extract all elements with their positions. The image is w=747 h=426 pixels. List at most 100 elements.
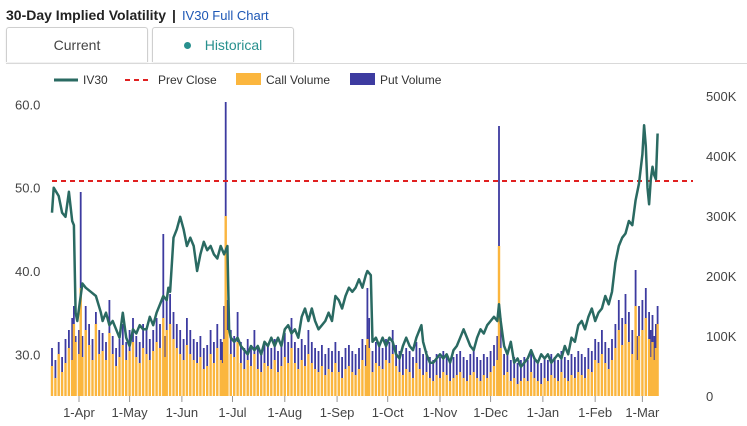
call-volume-bar-143 <box>509 381 512 396</box>
call-volume-bar-0 <box>50 366 54 396</box>
iv30-lines <box>50 123 693 369</box>
call-volume-bar-37 <box>165 330 168 396</box>
call-volume-bar-106 <box>388 363 391 396</box>
call-volume-bar-114 <box>415 363 418 396</box>
call-volume-bar-1 <box>54 378 57 396</box>
call-volume-bar-19 <box>108 333 111 396</box>
call-volume-bar-8 <box>74 342 77 396</box>
call-volume-bar-15 <box>94 324 98 396</box>
call-volume-bar-188 <box>653 360 656 396</box>
tab-current[interactable]: Current <box>6 27 148 62</box>
call-volume-bar-162 <box>573 378 577 396</box>
put-volume-bar-124 <box>449 360 451 396</box>
call-volume-bar-174 <box>614 348 617 396</box>
put-volume-bar-132 <box>476 357 478 396</box>
call-volume-bar-10 <box>79 288 82 396</box>
call-volume-bar-96 <box>357 369 361 396</box>
y-left-tick-label-0: 30.0 <box>15 347 40 362</box>
call-volume-bar-47 <box>199 357 202 396</box>
call-volume-bar-91 <box>340 378 344 396</box>
y-right-tick-label-5: 500K <box>706 89 737 104</box>
call-volume-bar-95 <box>354 375 357 396</box>
call-volume-bar-86 <box>324 375 327 396</box>
call-volume-bar-40 <box>175 348 178 396</box>
call-volume-bar-127 <box>459 372 462 396</box>
call-volume-bar-175 <box>617 330 620 396</box>
legend-call-label[interactable]: Call Volume <box>266 73 330 87</box>
volume-bars <box>50 102 659 396</box>
chart-header: 30-Day Implied Volatility | IV30 Full Ch… <box>6 6 269 24</box>
call-volume-bar-187 <box>651 342 654 396</box>
call-volume-bar-171 <box>604 363 607 396</box>
legend-prev-close-label[interactable]: Prev Close <box>158 73 217 87</box>
call-volume-bar-4 <box>64 363 67 396</box>
call-volume-bar-72 <box>276 372 280 396</box>
put-volume-bar-160 <box>567 360 570 396</box>
x-tick-label-6: 1-Oct <box>372 405 404 420</box>
call-volume-bar-139 <box>497 246 501 396</box>
call-volume-bar-43 <box>185 345 189 396</box>
call-volume-bar-145 <box>516 384 519 396</box>
call-volume-bar-122 <box>442 372 445 396</box>
full-chart-link[interactable]: IV30 Full Chart <box>181 7 269 23</box>
call-volume-bar-158 <box>560 372 563 396</box>
call-volume-bar-142 <box>506 372 509 396</box>
call-volume-bar-133 <box>479 381 482 396</box>
call-volume-bar-167 <box>590 372 593 396</box>
call-volume-bar-115 <box>418 369 421 396</box>
call-volume-bar-46 <box>195 363 199 396</box>
call-volume-bar-79 <box>300 360 303 396</box>
iv30-line <box>50 123 659 369</box>
put-volume-bar-145 <box>516 363 519 396</box>
call-volume-bar-107 <box>391 354 394 396</box>
put-volume-bar-144 <box>513 357 516 396</box>
call-volume-bar-49 <box>206 366 209 396</box>
tab-historical[interactable]: Historical <box>152 27 294 62</box>
call-volume-bar-117 <box>425 372 428 396</box>
legend-put-label[interactable]: Put Volume <box>380 73 442 87</box>
call-volume-bar-140 <box>499 348 502 396</box>
call-volume-bar-58 <box>229 354 232 396</box>
put-volume-bar-165 <box>584 357 586 396</box>
call-volume-bar-44 <box>189 354 192 396</box>
put-volume-bar-125 <box>452 357 455 396</box>
call-volume-bar-17 <box>101 351 104 396</box>
call-volume-bar-87 <box>327 369 330 396</box>
call-volume-bar-163 <box>577 372 580 396</box>
call-volume-bar-66 <box>256 369 259 396</box>
call-volume-bar-110 <box>401 375 405 396</box>
call-volume-bar-182 <box>637 336 641 396</box>
call-volume-bar-149 <box>529 372 533 396</box>
call-volume-bar-16 <box>98 354 101 396</box>
put-volume-bar-143 <box>509 360 512 396</box>
call-volume-bar-180 <box>634 306 637 396</box>
call-volume-bar-48 <box>202 369 205 396</box>
call-volume-bar-146 <box>519 381 523 396</box>
call-volume-bar-166 <box>587 369 590 396</box>
call-volume-bar-144 <box>513 378 516 396</box>
call-volume-bar-85 <box>320 366 324 396</box>
put-volume-bar-147 <box>523 357 526 396</box>
call-volume-bar-78 <box>297 369 300 396</box>
put-volume-bar-121 <box>439 357 441 396</box>
call-volume-bar-109 <box>398 372 401 396</box>
call-volume-bar-177 <box>624 324 627 396</box>
call-volume-bar-100 <box>367 348 371 396</box>
call-volume-bar-65 <box>253 354 256 396</box>
legend-iv30-label[interactable]: IV30 <box>83 73 108 87</box>
call-volume-bar-152 <box>540 384 543 396</box>
call-volume-bar-3 <box>60 372 64 396</box>
x-tick-label-0: 1-Apr <box>63 405 95 420</box>
call-volume-bar-81 <box>307 354 310 396</box>
call-volume-bar-155 <box>550 375 553 396</box>
call-volume-bar-7 <box>72 324 76 396</box>
call-volume-bar-121 <box>438 378 442 396</box>
call-volume-bar-54 <box>221 363 224 396</box>
put-volume-bar-129 <box>466 360 468 396</box>
call-volume-bar-176 <box>621 345 624 396</box>
call-volume-bar-164 <box>580 375 583 396</box>
put-volume-bar-119 <box>432 360 435 396</box>
call-volume-bar-68 <box>263 363 266 396</box>
call-volume-bar-125 <box>452 378 455 396</box>
call-volume-bar-56 <box>224 216 227 396</box>
